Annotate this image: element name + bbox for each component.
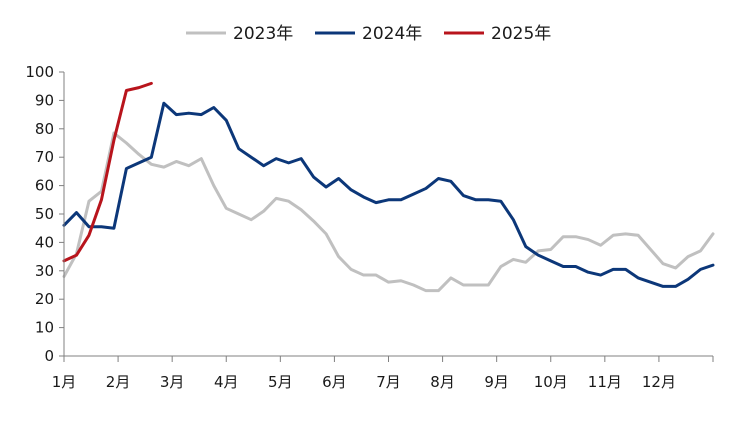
x-tick-label: 6月 [322,373,347,391]
x-tick-label: 7月 [376,373,401,391]
x-tick-label: 1月 [52,373,77,391]
y-tick-label: 60 [35,177,54,195]
y-tick-label: 50 [35,205,54,223]
series-layer [62,81,715,293]
legend: 2023年 2024年 2025年 [186,24,551,44]
x-tick-label: 3月 [160,373,185,391]
y-tick-label: 10 [35,319,54,337]
y-tick-label: 0 [44,347,54,365]
x-tick-label: 4月 [214,373,239,391]
series-line-1 [62,131,715,293]
x-tick-label: 10月 [534,373,568,391]
y-tick-label: 30 [35,262,54,280]
x-tick-label: 12月 [642,373,676,391]
y-tick-label: 100 [25,63,54,81]
y-tick-label: 20 [35,290,54,308]
y-tick-label: 40 [35,233,54,251]
x-tick-label: 8月 [430,373,455,391]
series-line-3 [62,81,153,263]
x-tick-label: 9月 [484,373,509,391]
y-tick-label: 80 [35,120,54,138]
axes: 0 10 20 30 40 50 60 70 80 90 100 1月 2月 3月 4月 5月 6月 7月 8月 9月… [25,63,714,391]
y-tick-label: 70 [35,148,54,166]
y-tick-label: 90 [35,91,54,109]
series-line-2 [62,101,715,288]
legend-label-3: 2025年 [491,24,551,44]
x-tick-label: 11月 [588,373,622,391]
legend-label-1: 2023年 [233,24,293,44]
x-tick-label: 2月 [106,373,131,391]
legend-label-2: 2024年 [362,24,422,44]
x-tick-label: 5月 [268,373,293,391]
